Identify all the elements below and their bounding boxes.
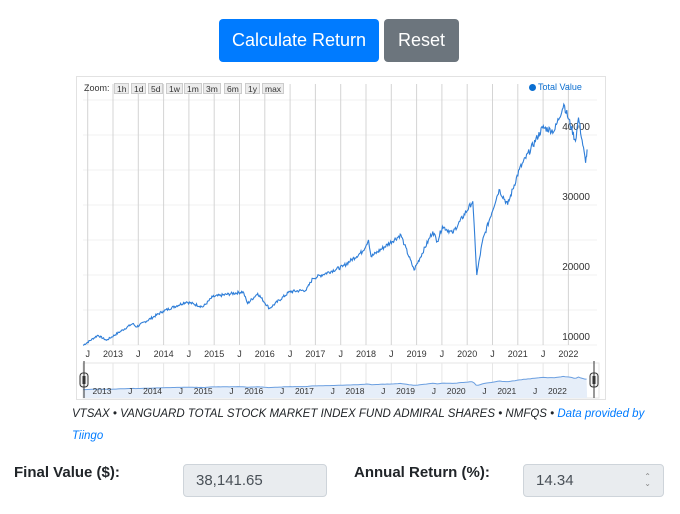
legend-total-value[interactable]: Total Value [529, 82, 582, 92]
navigator-tick-label: J [128, 386, 132, 396]
x-tick-label: J [187, 349, 192, 359]
y-tick-label: 40000 [562, 122, 590, 133]
zoom-button-max[interactable]: max [262, 83, 285, 94]
spinner-icon[interactable]: ⌃ ⌄ [644, 472, 651, 488]
x-tick-label: 2019 [407, 349, 427, 359]
fund-description: VTSAX • VANGUARD TOTAL STOCK MARKET INDE… [72, 408, 558, 420]
x-tick-label: 2021 [508, 349, 528, 359]
navigator-tick-label: J [179, 386, 183, 396]
zoom-button-3m[interactable]: 3m [203, 83, 221, 94]
stock-chart: J 2013 J 2014 J 2015 J 2016 J 2017 J 2018 J 2019 J 2020… [79, 84, 600, 399]
zoom-button-1m[interactable]: 1m [184, 83, 202, 94]
navigator-tick-label: 2017 [295, 386, 314, 396]
navigator-line [83, 375, 587, 391]
navigator-tick-label: 2022 [548, 386, 567, 396]
x-tick-label: 2014 [154, 349, 174, 359]
legend-dot-icon [529, 83, 536, 91]
reset-button[interactable]: Reset [384, 19, 459, 62]
x-tick-label: 2016 [255, 349, 275, 359]
final-value-label: Final Value ($): [14, 464, 120, 481]
navigator-tick-label: J [432, 386, 436, 396]
navigator-tick-label: J [280, 386, 284, 396]
navigator-tick-label: 2019 [396, 386, 415, 396]
y-tick-label: 10000 [562, 332, 590, 343]
chart-caption: VTSAX • VANGUARD TOTAL STOCK MARKET INDE… [72, 403, 662, 447]
zoom-button-5d[interactable]: 5d [148, 83, 164, 94]
x-tick-label: J [288, 349, 293, 359]
x-tick-label: 2015 [204, 349, 224, 359]
x-tick-label: J [541, 349, 546, 359]
x-tick-label: J [85, 349, 90, 359]
x-tick-label: 2020 [457, 349, 477, 359]
navigator-tick-label: J [229, 386, 233, 396]
x-tick-label: J [389, 349, 394, 359]
navigator-tick-label: 2018 [346, 386, 365, 396]
y-tick-label: 30000 [562, 192, 590, 203]
navigator-tick-label: J [381, 386, 385, 396]
navigator-tick-label: 2015 [194, 386, 213, 396]
navigator-area [83, 376, 588, 398]
navigator-tick-label: J [482, 386, 486, 396]
navigator-tick-label: 2013 [93, 386, 112, 396]
x-tick-label: J [136, 349, 141, 359]
y-tick-label: 20000 [562, 262, 590, 273]
x-tick-label: J [490, 349, 495, 359]
zoom-button-1y[interactable]: 1y [245, 83, 260, 94]
zoom-button-1d[interactable]: 1d [131, 83, 147, 94]
legend-label: Total Value [538, 82, 582, 92]
annual-return-value: 14.34 [536, 472, 574, 489]
zoom-button-6m[interactable]: 6m [224, 83, 242, 94]
calculate-return-button[interactable]: Calculate Return [219, 19, 379, 62]
x-tick-label: 2017 [305, 349, 325, 359]
annual-return-field[interactable]: 14.34 ⌃ ⌄ [523, 464, 664, 497]
final-value-field[interactable]: 38,141.65 [183, 464, 327, 497]
zoom-button-1w[interactable]: 1w [166, 83, 183, 94]
x-tick-label: 2022 [558, 349, 578, 359]
zoom-button-1h[interactable]: 1h [114, 83, 130, 94]
zoom-label: Zoom: [84, 83, 110, 93]
annual-return-label: Annual Return (%): [354, 464, 490, 481]
tiingo-link[interactable]: Data provided by Tiingo [72, 408, 645, 442]
navigator-tick-label: J [331, 386, 335, 396]
series-line-total-value [82, 102, 588, 346]
navigator-tick-label: J [533, 386, 537, 396]
x-tick-label: J [338, 349, 343, 359]
navigator-tick-label: 2014 [143, 386, 162, 396]
x-tick-label: J [237, 349, 242, 359]
navigator-tick-label: 2021 [497, 386, 516, 396]
navigator-tick-label: 2016 [244, 386, 263, 396]
x-tick-label: 2018 [356, 349, 376, 359]
x-tick-label: J [440, 349, 445, 359]
x-tick-label: 2013 [103, 349, 123, 359]
navigator-tick-label: 2020 [447, 386, 466, 396]
